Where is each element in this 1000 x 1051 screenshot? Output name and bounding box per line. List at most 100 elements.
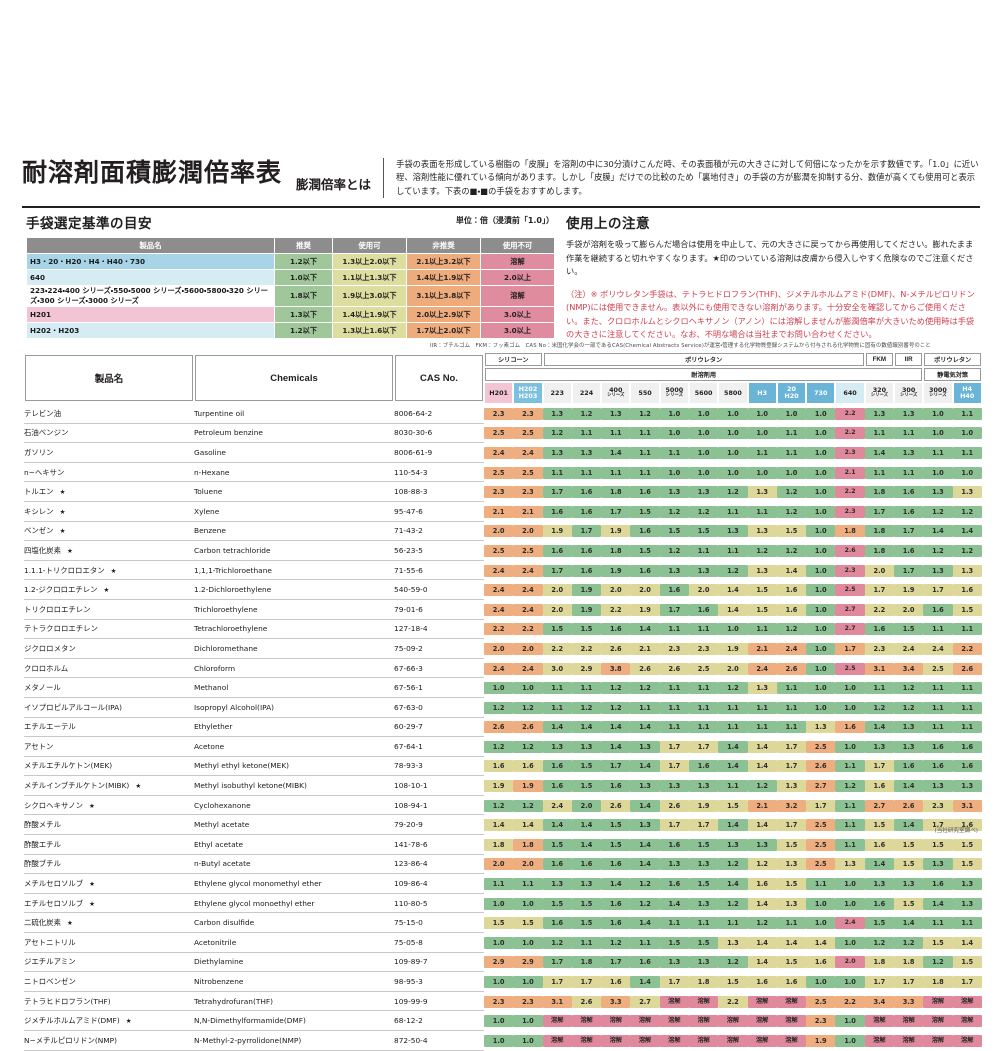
swelling-value: 溶解 <box>718 1015 748 1028</box>
product-column-5600[interactable]: 5600 <box>689 382 718 404</box>
swelling-value-cell: 1.6 <box>659 580 689 600</box>
swelling-value: 1.2 <box>601 682 631 695</box>
product-column-20[interactable]: 20 H20 <box>777 382 806 404</box>
swelling-value: 1.1 <box>571 936 602 949</box>
swelling-value: 1.0 <box>806 466 836 479</box>
product-column-5800[interactable]: 5800 <box>718 382 747 404</box>
swelling-value: 1.7 <box>776 760 807 773</box>
swelling-value: 1.2 <box>630 407 660 420</box>
swelling-value: 1.6 <box>571 858 602 871</box>
product-column-223[interactable]: 223 <box>543 382 572 404</box>
swelling-value: 1.2 <box>484 740 514 753</box>
swelling-value-cell: 1.9 <box>601 522 631 542</box>
swelling-value-cell: 1.2 <box>513 796 543 816</box>
product-column-550[interactable]: 550 <box>630 382 659 404</box>
row-product-name-jp: クロロホルム <box>24 659 194 679</box>
swelling-value-cell: 1.0 <box>484 894 514 914</box>
swelling-value: 1.3 <box>718 838 748 851</box>
selection-cell-3: 3.0以上 <box>480 306 555 323</box>
product-column-3000[interactable]: 3000 シリーズ <box>923 382 952 404</box>
swelling-value: 1.5 <box>659 936 689 949</box>
selection-row-product: H201 <box>26 306 275 323</box>
swelling-value: 1.6 <box>542 858 572 871</box>
swelling-value: 1.2 <box>484 799 514 812</box>
star-icon: ★ <box>88 801 95 810</box>
swelling-value-cell: 1.6 <box>571 502 602 522</box>
swelling-value: 1.4 <box>747 740 777 753</box>
swelling-value-cell: 1.5 <box>484 913 514 933</box>
swelling-value: 3.3 <box>894 995 924 1008</box>
swelling-value-cell: 1.5 <box>776 874 807 894</box>
swelling-value: 1.1 <box>688 721 719 734</box>
swelling-value-cell: 溶解 <box>776 992 807 1012</box>
product-column-h201[interactable]: H201 <box>484 382 513 404</box>
swelling-value: 1.0 <box>484 682 514 695</box>
swelling-value-cell: 1.0 <box>688 424 719 444</box>
swelling-value: 1.4 <box>776 564 807 577</box>
swelling-value-cell: 1.1 <box>923 620 953 640</box>
swelling-value-cell: 3.4 <box>894 659 924 679</box>
swelling-value: 1.6 <box>601 897 631 910</box>
swelling-value: 2.3 <box>835 505 865 518</box>
product-column-320[interactable]: 320 シリーズ <box>865 382 894 404</box>
swelling-value: 1.4 <box>571 838 602 851</box>
table-row: エチルエーテル Ethylether 60-29-7 2.6 2.6 1.4 1.4 1.4 1… <box>24 718 982 738</box>
product-column-h3[interactable]: H3 <box>748 382 777 404</box>
swelling-value-cell: 2.2 <box>864 600 894 620</box>
swelling-value: 1.1 <box>718 544 748 557</box>
product-column-300[interactable]: 300 シリーズ <box>894 382 923 404</box>
selection-cell-1: 1.3以上2.0以下 <box>332 253 407 270</box>
swelling-value: 1.1 <box>923 682 953 695</box>
swelling-value: 1.7 <box>659 603 689 616</box>
swelling-value: 1.7 <box>688 819 719 832</box>
swelling-value-cell: 1.3 <box>659 482 689 502</box>
swelling-value: 1.6 <box>571 505 602 518</box>
swelling-value: 1.1 <box>630 936 660 949</box>
row-product-name-jp: アセトニトリル <box>24 933 194 953</box>
product-column-640[interactable]: 640 <box>835 382 864 404</box>
swelling-value-cell: 1.1 <box>747 502 777 522</box>
product-column-label: 300 シリーズ <box>895 383 923 403</box>
product-column-h4[interactable]: H4 H40 <box>953 382 982 404</box>
row-product-name-jp: n−ヘキサン <box>24 463 194 483</box>
swelling-value-cell: 1.2 <box>718 482 748 502</box>
swelling-value-cell: 1.2 <box>718 678 748 698</box>
swelling-value-cell: 1.2 <box>923 502 953 522</box>
table-row: ジエチルアミン Diethylamine 109-89-7 2.9 2.9 1.7 1.8 1… <box>24 953 982 973</box>
swelling-value: 1.1 <box>484 878 514 891</box>
product-column-h202[interactable]: H202 H203 <box>513 382 542 404</box>
swelling-value: 2.7 <box>630 995 660 1008</box>
row-cas-no: 872-50-4 <box>394 1031 484 1051</box>
swelling-value: 2.4 <box>484 603 514 616</box>
swelling-value: 1.6 <box>659 584 689 597</box>
row-cas-no: 8030-30-6 <box>394 424 484 444</box>
swelling-value: 1.4 <box>718 740 748 753</box>
swelling-value: 1.7 <box>601 505 631 518</box>
product-column-400[interactable]: 400 シリーズ <box>601 382 630 404</box>
swelling-value: 1.3 <box>923 564 953 577</box>
swelling-value-cell: 1.8 <box>894 953 924 973</box>
swelling-value: 溶解 <box>718 1034 748 1047</box>
swelling-value: 溶解 <box>630 1015 660 1028</box>
selection-row: H3・20・H20・H4・H40・730 1.2以下 1.3以上2.0以下 2.1以上… <box>26 253 555 270</box>
swelling-value-cell: 1.7 <box>601 757 631 777</box>
swelling-value: 2.6 <box>513 721 543 734</box>
swelling-value-cell: 2.2 <box>542 639 572 659</box>
swelling-value-cell: 2.0 <box>513 522 543 542</box>
swelling-value-cell: 1.1 <box>747 718 777 738</box>
swelling-value: 1.8 <box>513 838 543 851</box>
swelling-value-cell: 1.6 <box>601 855 631 875</box>
swelling-value-cell: 溶解 <box>747 1011 777 1031</box>
product-column-5000[interactable]: 5000 シリーズ <box>660 382 689 404</box>
swelling-value-cell: 1.1 <box>835 757 865 777</box>
swelling-value-cell: 1.5 <box>630 541 660 561</box>
swelling-value-cell: 溶解 <box>864 1031 894 1051</box>
swelling-value: 1.2 <box>952 505 982 518</box>
swelling-value: 2.3 <box>835 446 865 459</box>
product-column-224[interactable]: 224 <box>572 382 601 404</box>
product-column-730[interactable]: 730 <box>806 382 835 404</box>
swelling-value-cell: 1.2 <box>952 541 982 561</box>
swelling-value: 1.8 <box>923 976 953 989</box>
swelling-value-cell: 1.2 <box>513 698 543 718</box>
row-cas-no: 60-29-7 <box>394 718 484 738</box>
